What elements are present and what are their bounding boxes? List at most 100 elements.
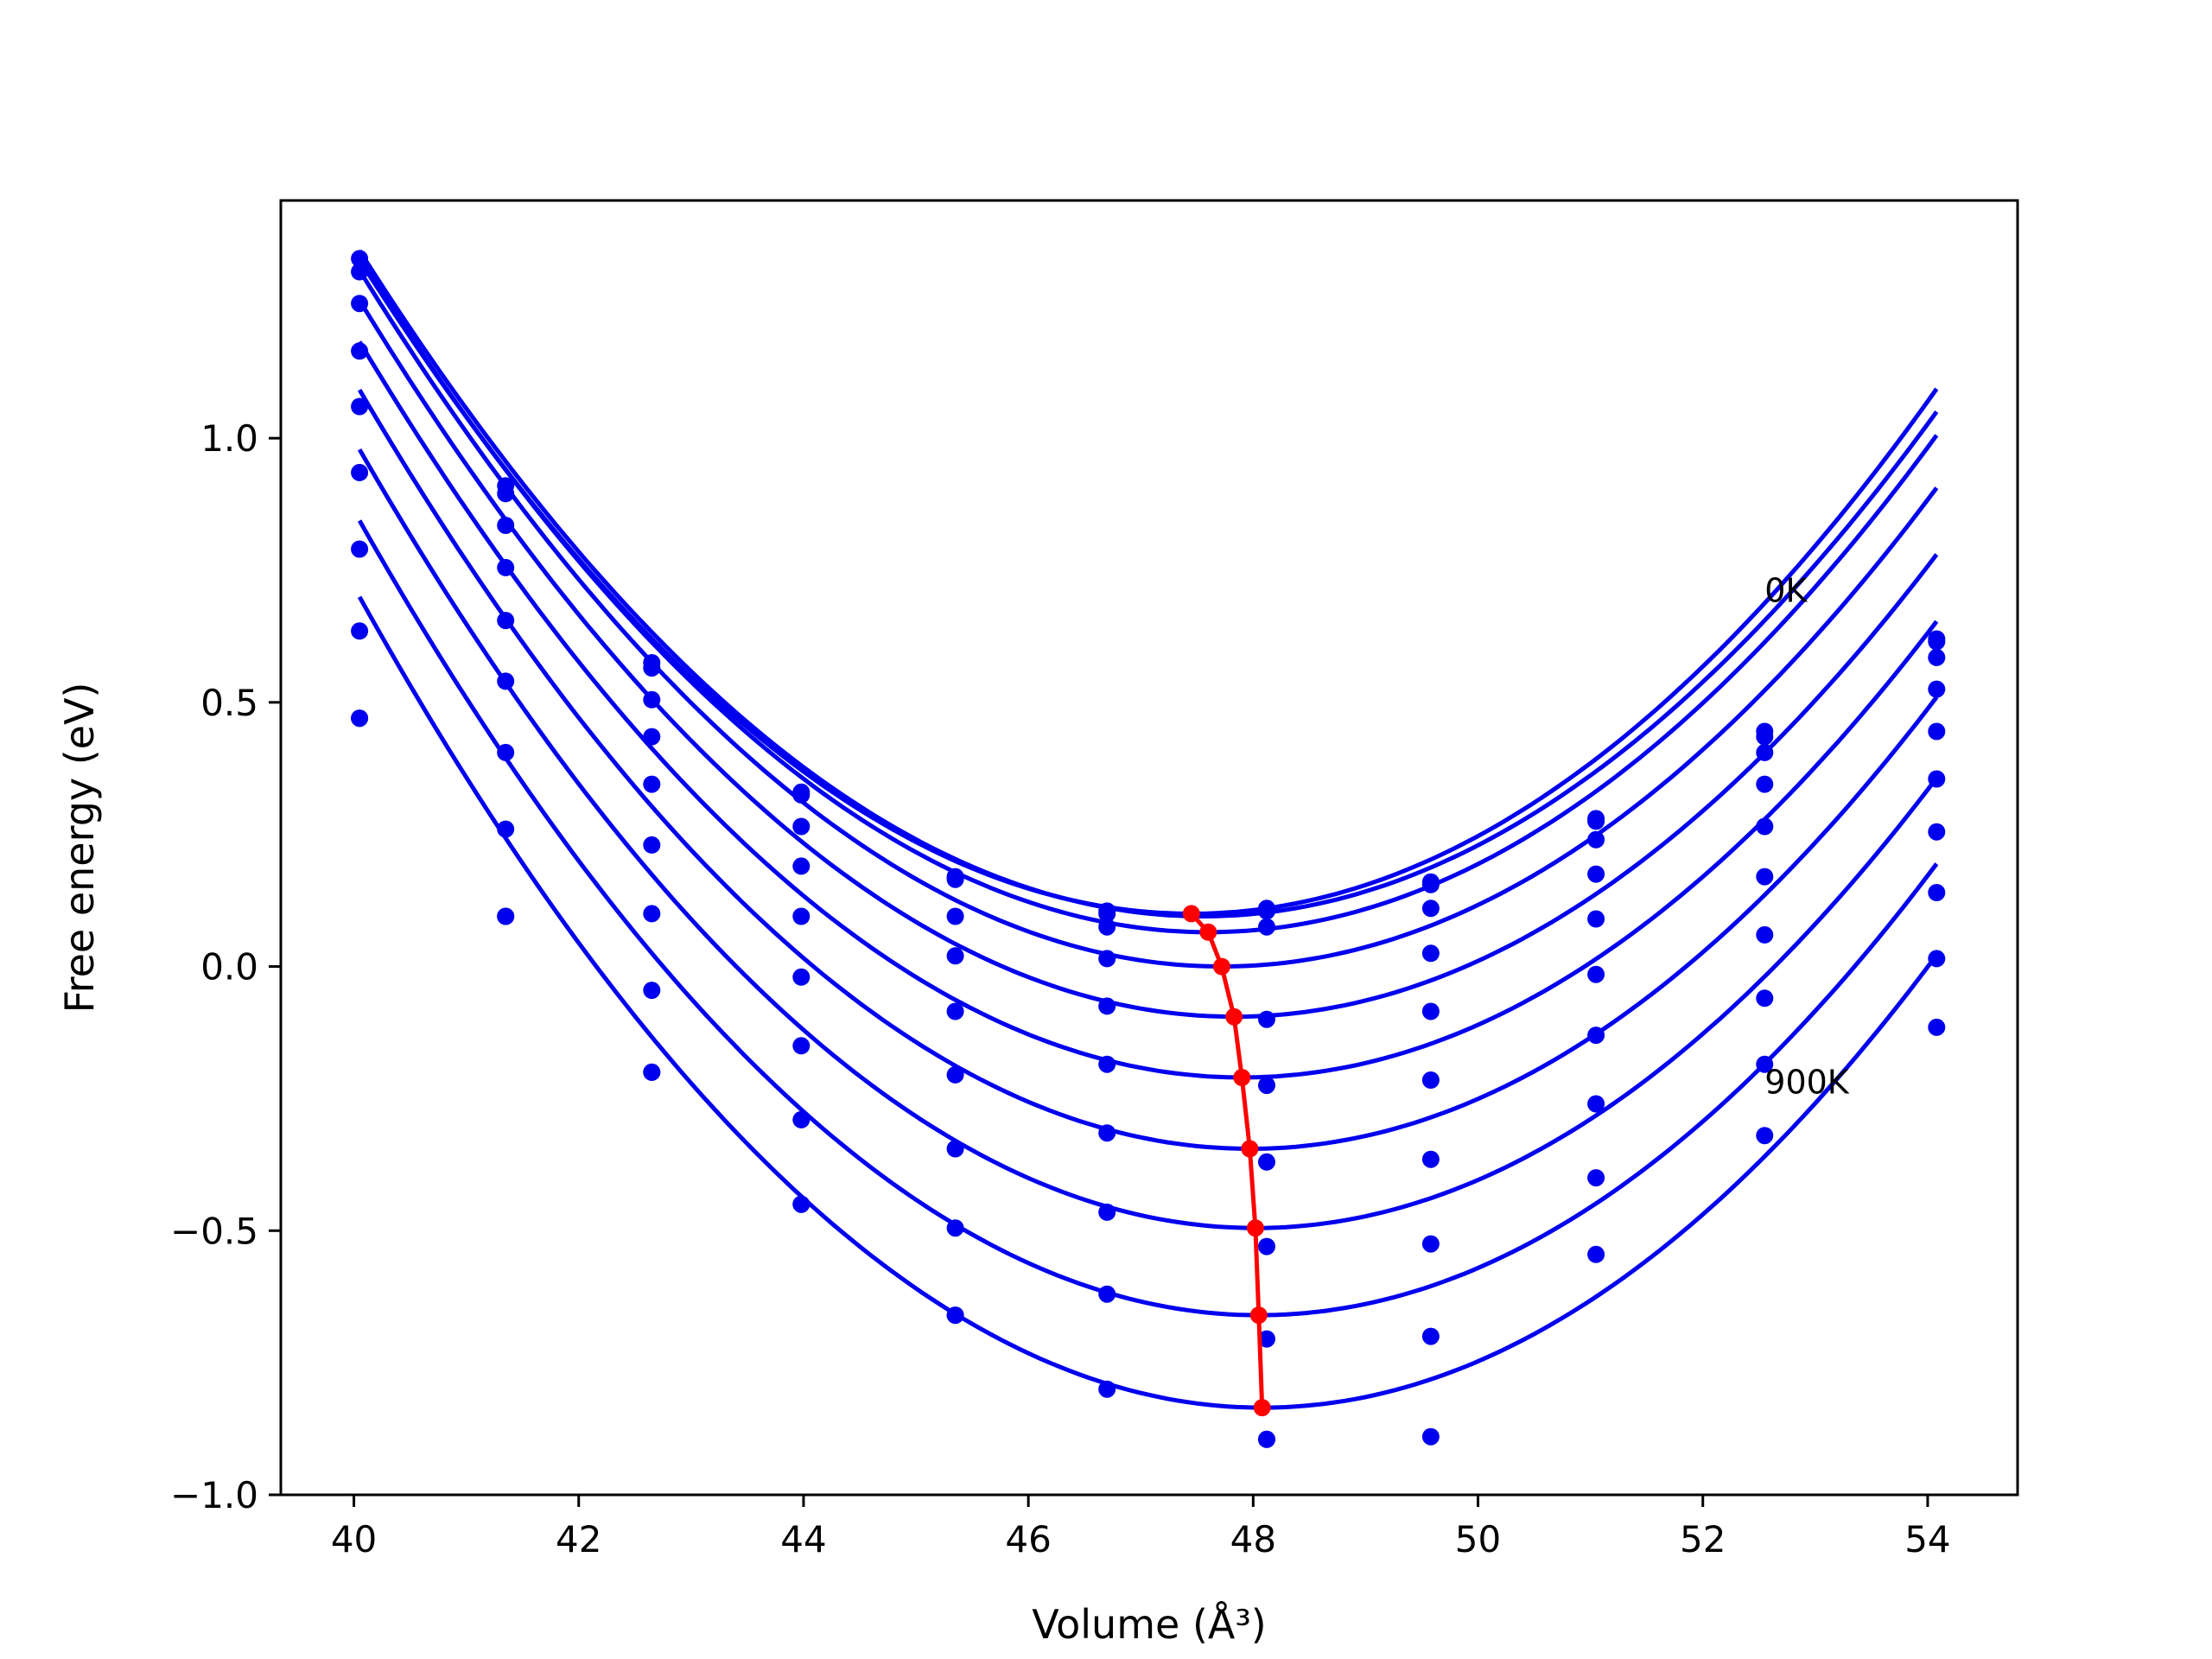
- data-point-3-5: [946, 907, 964, 925]
- data-point-8-1: [351, 622, 369, 640]
- data-point-6-8: [1421, 1071, 1440, 1089]
- data-point-8-7: [1258, 1330, 1275, 1348]
- data-point-4-9: [1587, 865, 1605, 883]
- data-point-7-4: [792, 1037, 810, 1055]
- data-point-6-9: [1587, 965, 1605, 983]
- data-point-8-10: [1756, 989, 1774, 1007]
- data-point-3-11: [1928, 648, 1946, 666]
- data-point-5-6: [1098, 997, 1116, 1015]
- x-tick-label-3: 44: [780, 1518, 826, 1560]
- data-point-5-5: [946, 1002, 964, 1020]
- data-point-4-8: [1421, 944, 1440, 963]
- data-point-3-7: [1258, 918, 1275, 936]
- data-point-4-6: [1098, 950, 1116, 968]
- data-point-3-6: [1098, 918, 1116, 936]
- data-point-4-1: [351, 342, 369, 360]
- x-axis-label: Volume (Å³): [1032, 1601, 1267, 1648]
- data-point-9-11: [1928, 950, 1946, 968]
- data-point-7-7: [1258, 1237, 1275, 1255]
- data-point-2-6: [1098, 905, 1116, 923]
- data-point-4-7: [1258, 1010, 1275, 1028]
- fit-curve-3: [357, 256, 1939, 935]
- data-point-7-9: [1587, 1027, 1605, 1045]
- y-tick-label-1: −1.0: [170, 1474, 258, 1516]
- fit-curve-9: [357, 519, 1939, 1318]
- y-tick-label-4: 0.5: [200, 682, 258, 724]
- x-tick-label-6: 50: [1455, 1518, 1501, 1560]
- data-point-10-1: [351, 709, 369, 728]
- data-point-5-3: [643, 775, 661, 793]
- data-point-9-8: [1421, 1327, 1440, 1345]
- minimum-point-5: [1233, 1069, 1251, 1086]
- data-point-2-11: [1928, 632, 1946, 651]
- data-point-10-4: [792, 1195, 810, 1213]
- data-point-6-5: [946, 1065, 964, 1084]
- fit-curve-8: [357, 448, 1939, 1230]
- data-point-4-5: [946, 947, 964, 965]
- minimum-path-group: [1182, 905, 1271, 1417]
- data-point-4-3: [643, 728, 661, 746]
- minimum-point-4: [1225, 1007, 1243, 1026]
- data-point-3-2: [497, 517, 515, 534]
- data-point-2-2: [497, 485, 515, 503]
- data-point-6-4: [792, 968, 810, 986]
- data-point-4-4: [792, 857, 810, 875]
- minimum-point-9: [1253, 1399, 1271, 1417]
- fit-curve-4: [357, 269, 1939, 969]
- data-point-2-8: [1421, 875, 1440, 893]
- data-point-2-4: [792, 785, 810, 804]
- data-point-4-10: [1756, 775, 1774, 793]
- data-point-8-11: [1928, 884, 1946, 901]
- data-point-7-8: [1421, 1150, 1440, 1168]
- data-point-2-7: [1258, 902, 1275, 920]
- x-axis-ticks: 40 42 44 46 48 50 52 54: [331, 1495, 1951, 1560]
- data-point-2-9: [1587, 812, 1605, 830]
- x-tick-label-2: 42: [556, 1518, 601, 1560]
- data-point-8-2: [497, 820, 515, 838]
- data-point-2-5: [946, 870, 964, 888]
- data-point-8-5: [946, 1219, 964, 1237]
- y-tick-label-3: 0.0: [200, 946, 258, 988]
- data-point-9-10: [1756, 1055, 1774, 1073]
- data-point-10-11: [1928, 1018, 1946, 1036]
- data-point-8-3: [643, 982, 661, 1000]
- annotation-1: 0K: [1764, 572, 1808, 610]
- data-point-3-10: [1756, 743, 1774, 761]
- annotation-2: 900K: [1764, 1063, 1850, 1101]
- data-point-10-10: [1756, 1127, 1774, 1145]
- data-point-10-9: [1587, 1245, 1605, 1263]
- data-point-5-8: [1421, 1002, 1440, 1020]
- minimum-point-3: [1212, 957, 1230, 976]
- data-point-5-7: [1258, 1077, 1275, 1095]
- data-point-6-3: [643, 836, 661, 854]
- data-point-8-6: [1098, 1203, 1116, 1221]
- data-point-4-2: [497, 558, 515, 576]
- data-point-3-3: [643, 690, 661, 709]
- y-tick-label-2: −0.5: [170, 1210, 258, 1252]
- data-point-1-1: [351, 250, 369, 268]
- data-point-2-10: [1756, 728, 1774, 746]
- data-point-7-1: [351, 540, 369, 558]
- data-point-3-8: [1421, 899, 1440, 918]
- fit-curve-7: [357, 388, 1939, 1151]
- fit-curves-group: [357, 249, 1939, 1410]
- data-point-8-8: [1421, 1235, 1440, 1253]
- data-point-10-7: [1258, 1430, 1275, 1448]
- data-point-6-1: [351, 463, 369, 481]
- x-tick-label-8: 54: [1904, 1518, 1950, 1560]
- data-point-5-10: [1756, 817, 1774, 836]
- x-tick-label-1: 40: [331, 1518, 377, 1560]
- data-point-5-11: [1928, 722, 1946, 741]
- data-point-6-2: [497, 672, 515, 690]
- fit-curve-5: [357, 299, 1939, 1020]
- fit-curve-10: [357, 595, 1939, 1410]
- minimum-point-6: [1241, 1140, 1259, 1158]
- data-point-3-4: [792, 817, 810, 836]
- data-point-7-6: [1098, 1124, 1116, 1142]
- data-point-9-9: [1587, 1169, 1605, 1187]
- x-tick-label-5: 48: [1230, 1518, 1276, 1560]
- y-axis-label: Free energy (eV): [56, 683, 103, 1014]
- data-point-6-6: [1098, 1055, 1116, 1073]
